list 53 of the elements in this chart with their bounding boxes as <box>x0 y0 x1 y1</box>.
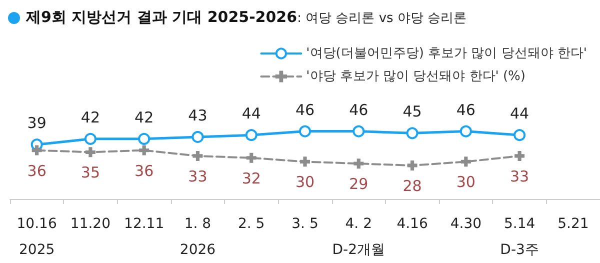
data-label: 36 <box>27 162 46 180</box>
x-tick-label: 1. 8 2026 <box>180 216 216 258</box>
point <box>138 132 150 145</box>
x-tick-label: 4.16 <box>396 216 428 232</box>
x-tick-label: 11.20 <box>70 216 110 232</box>
point <box>299 125 311 138</box>
data-label: 30 <box>295 173 315 192</box>
data-label: 33 <box>188 167 208 186</box>
x-tick-label: 3. 5 <box>292 216 318 232</box>
x-tick-label: 10.16 2025 <box>16 216 57 258</box>
data-label: 42 <box>80 108 100 126</box>
data-label: 46 <box>349 100 368 119</box>
data-label: 39 <box>27 114 46 132</box>
data-label: 36 <box>134 162 154 180</box>
x-tick-label: 5.21 <box>558 216 589 232</box>
data-label: 29 <box>349 175 368 194</box>
point <box>84 132 96 145</box>
legend-label: '여당(더불어민주당) 후보가 많이 당선돼야 한다' <box>306 46 588 61</box>
point <box>139 145 150 156</box>
point <box>85 147 96 158</box>
point <box>32 145 42 156</box>
x-tick-label: 4.30 <box>450 216 482 232</box>
legend-label: '야당 후보가 많이 당선돼야 한다' (%) <box>306 69 526 84</box>
data-label: 28 <box>402 176 422 195</box>
x-tick-label: 4. 2 D-2개월 <box>332 216 386 258</box>
data-label: 46 <box>456 100 476 119</box>
point <box>406 127 418 140</box>
chart-title: 제9회 지방선거 결과 기대 2025-2026: 여당 승리론 vs 야당 승리론 <box>26 8 467 27</box>
point <box>460 156 471 167</box>
point <box>352 125 365 138</box>
point <box>407 160 418 170</box>
point <box>354 158 364 169</box>
data-label: 46 <box>295 100 315 119</box>
point <box>192 150 203 161</box>
x-tick-label: 12.11 <box>124 216 164 232</box>
point <box>300 156 310 167</box>
data-label: 43 <box>188 106 208 124</box>
point <box>514 150 525 161</box>
x-tick-label: 5.14 D-3주 <box>500 216 539 258</box>
point <box>192 130 204 143</box>
data-label: 33 <box>510 167 530 186</box>
point <box>246 152 256 163</box>
point <box>514 129 526 142</box>
x-tick-label: 2. 5 <box>238 216 265 232</box>
data-label: 30 <box>456 173 476 192</box>
data-label: 32 <box>242 169 261 188</box>
data-label: 44 <box>242 104 261 123</box>
point <box>245 129 258 142</box>
data-label: 35 <box>80 164 100 182</box>
point <box>460 125 472 138</box>
data-label: 45 <box>402 102 422 121</box>
data-label: 44 <box>510 104 530 123</box>
data-label: 42 <box>134 108 154 126</box>
